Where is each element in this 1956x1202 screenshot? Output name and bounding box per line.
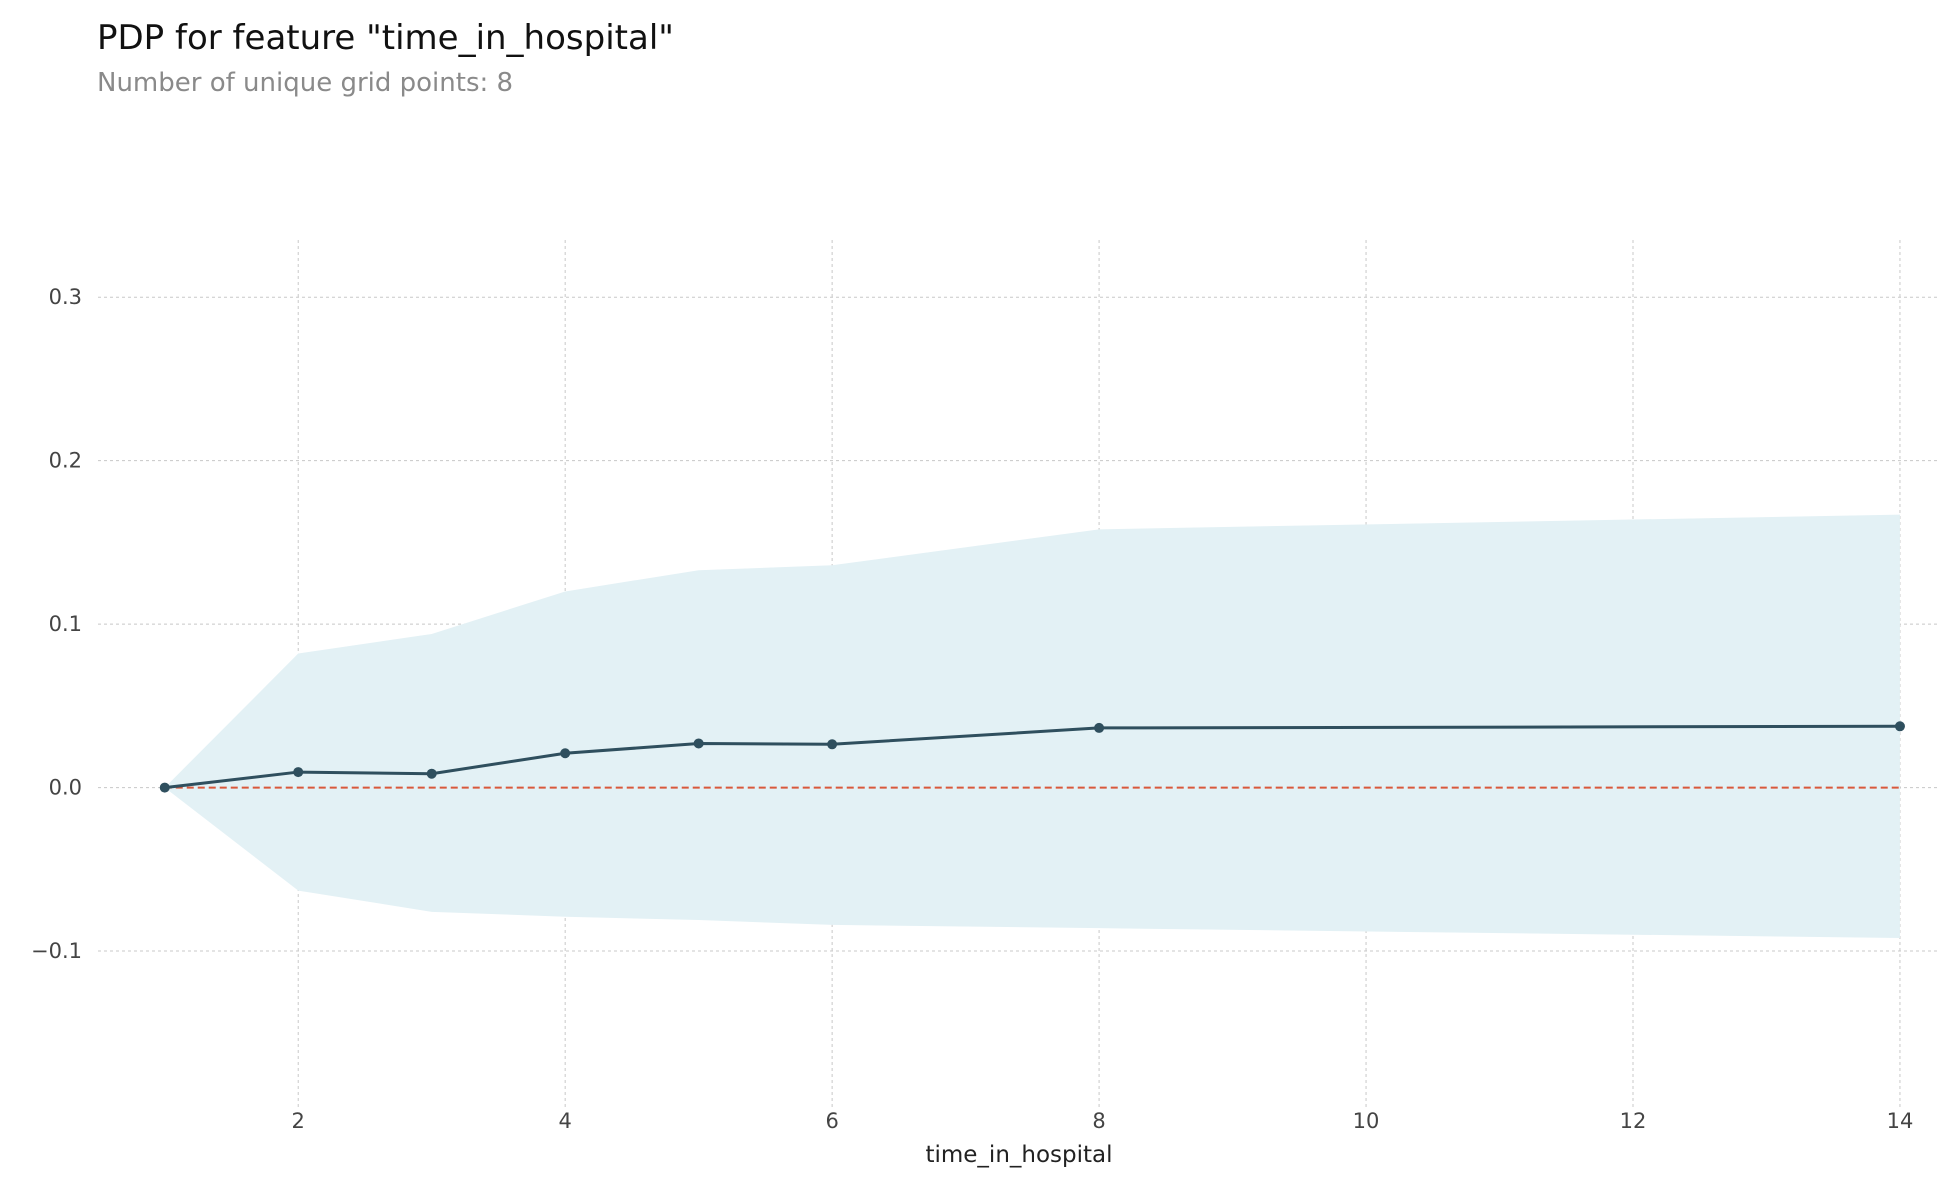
pdp-line	[164, 724, 1900, 790]
x-tick-label-8: 8	[1092, 1109, 1105, 1133]
x-tick-label-10: 10	[1353, 1109, 1380, 1133]
confidence-band	[164, 514, 1900, 938]
chart-title: PDP for feature "time_in_hospital"	[97, 18, 674, 58]
y-tick-label-2: 0.1	[49, 612, 82, 636]
pdp-point-4	[560, 748, 571, 759]
y-tick-label-4: 0.3	[49, 285, 82, 309]
pdp-point-3	[426, 768, 437, 779]
series-points-layer	[159, 721, 1905, 793]
y-tick-label-0: −0.1	[31, 939, 82, 963]
pdp-point-14	[1894, 721, 1905, 732]
pdp-point-1	[159, 782, 170, 793]
pdp-point-8	[1094, 722, 1105, 733]
x-tick-label-4: 4	[558, 1109, 571, 1133]
x-tick-label-14: 14	[1887, 1109, 1914, 1133]
x-tick-label-6: 6	[825, 1109, 838, 1133]
x-tick-label-12: 12	[1620, 1109, 1647, 1133]
tick-label-layer: 2 4 6 8 10 12 14 −0.1 0.0 0.1 0.2 0.3	[31, 285, 1913, 1133]
x-tick-label-2: 2	[292, 1109, 305, 1133]
y-tick-label-1: 0.0	[49, 776, 82, 800]
pdp-point-2	[293, 767, 304, 778]
series-line-layer	[164, 724, 1900, 790]
chart-subtitle: Number of unique grid points: 8	[97, 68, 514, 98]
pdp-point-6	[827, 739, 838, 750]
y-tick-label-3: 0.2	[49, 449, 82, 473]
x-axis-label: time_in_hospital	[925, 1142, 1112, 1168]
pdp-point-5	[693, 738, 704, 749]
confidence-band-layer	[164, 514, 1900, 938]
